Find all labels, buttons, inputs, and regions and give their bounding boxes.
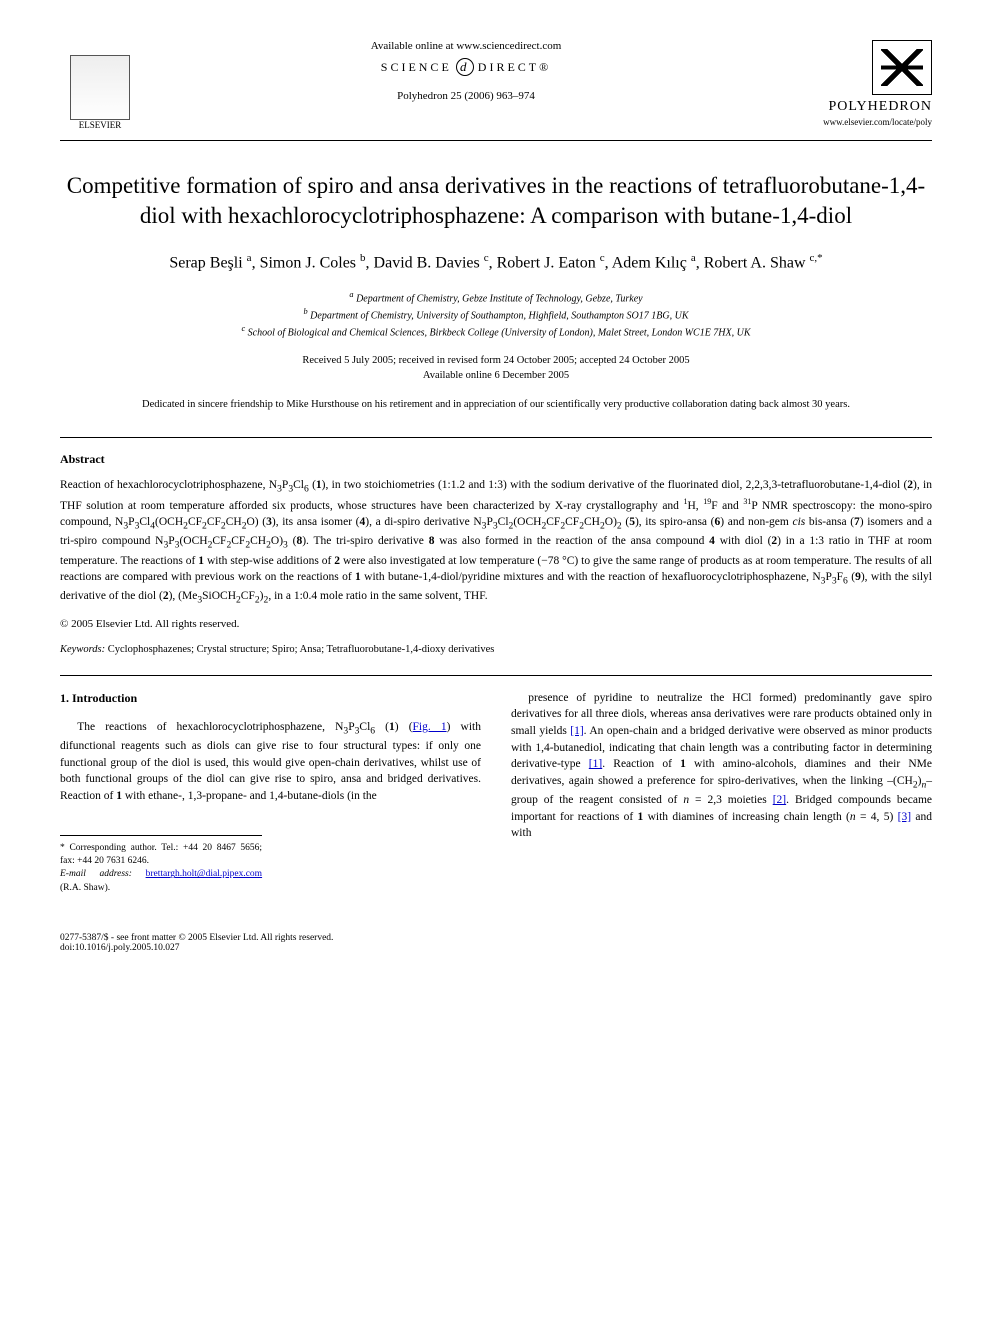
- intro-para-2: presence of pyridine to neutralize the H…: [511, 690, 932, 843]
- corresponding-author: * Corresponding author. Tel.: +44 20 846…: [60, 835, 262, 895]
- footer-copyright: 0277-5387/$ - see front matter © 2005 El…: [60, 933, 333, 943]
- column-right: presence of pyridine to neutralize the H…: [511, 690, 932, 895]
- journal-header: ELSEVIER Available online at www.science…: [60, 40, 932, 141]
- online-date: Available online 6 December 2005: [60, 369, 932, 384]
- sd-left: SCIENCE: [381, 60, 452, 75]
- affiliation-c: c School of Biological and Chemical Scie…: [60, 323, 932, 340]
- dedication: Dedicated in sincere friendship to Mike …: [60, 398, 932, 413]
- copyright-line: © 2005 Elsevier Ltd. All rights reserved…: [60, 618, 932, 630]
- elsevier-logo: ELSEVIER: [60, 40, 140, 130]
- received-date: Received 5 July 2005; received in revise…: [60, 354, 932, 369]
- rule-top: [60, 437, 932, 438]
- body-columns: 1. Introduction The reactions of hexachl…: [60, 690, 932, 895]
- keywords-label: Keywords:: [60, 644, 105, 655]
- available-online-text: Available online at www.sciencedirect.co…: [160, 40, 772, 52]
- page-footer: 0277-5387/$ - see front matter © 2005 El…: [60, 925, 932, 953]
- authors: Serap Beşli a, Simon J. Coles b, David B…: [60, 251, 932, 275]
- rule-bottom: [60, 675, 932, 676]
- polyhedron-logo-block: POLYHEDRON www.elsevier.com/locate/poly: [792, 40, 932, 127]
- corresp-name: (R.A. Shaw).: [60, 883, 110, 893]
- corresp-line1: * Corresponding author. Tel.: +44 20 846…: [60, 842, 262, 869]
- elsevier-label: ELSEVIER: [79, 120, 122, 130]
- elsevier-tree-icon: [70, 55, 130, 120]
- article-title: Competitive formation of spiro and ansa …: [60, 171, 932, 231]
- science-direct-logo: SCIENCE d DIRECT®: [160, 58, 772, 76]
- email-label: E-mail address:: [60, 869, 132, 879]
- column-left: 1. Introduction The reactions of hexachl…: [60, 690, 481, 895]
- corresp-email-line: E-mail address: brettargh.holt@dial.pipe…: [60, 868, 262, 895]
- article-dates: Received 5 July 2005; received in revise…: [60, 354, 932, 383]
- polyhedron-label: POLYHEDRON: [792, 99, 932, 115]
- header-center: Available online at www.sciencedirect.co…: [140, 40, 792, 102]
- footer-block: 0277-5387/$ - see front matter © 2005 El…: [60, 933, 333, 953]
- footer-doi: doi:10.1016/j.poly.2005.10.027: [60, 943, 333, 953]
- affiliations: a Department of Chemistry, Gebze Institu…: [60, 289, 932, 341]
- keywords-text: Cyclophosphazenes; Crystal structure; Sp…: [108, 644, 495, 655]
- keywords: Keywords: Cyclophosphazenes; Crystal str…: [60, 644, 932, 655]
- affiliation-a: a Department of Chemistry, Gebze Institu…: [60, 289, 932, 306]
- intro-heading: 1. Introduction: [60, 690, 481, 707]
- abstract-body: Reaction of hexachlorocyclotriphosphazen…: [60, 477, 932, 608]
- polyhedron-icon: [872, 40, 932, 95]
- sd-d-icon: d: [456, 58, 474, 76]
- sd-right: DIRECT®: [478, 60, 551, 75]
- intro-para-1: The reactions of hexachlorocyclotriphosp…: [60, 719, 481, 805]
- journal-reference: Polyhedron 25 (2006) 963–974: [160, 90, 772, 102]
- affiliation-b: b Department of Chemistry, University of…: [60, 306, 932, 323]
- email-link[interactable]: brettargh.holt@dial.pipex.com: [146, 869, 262, 879]
- journal-url: www.elsevier.com/locate/poly: [792, 117, 932, 127]
- abstract-heading: Abstract: [60, 452, 932, 467]
